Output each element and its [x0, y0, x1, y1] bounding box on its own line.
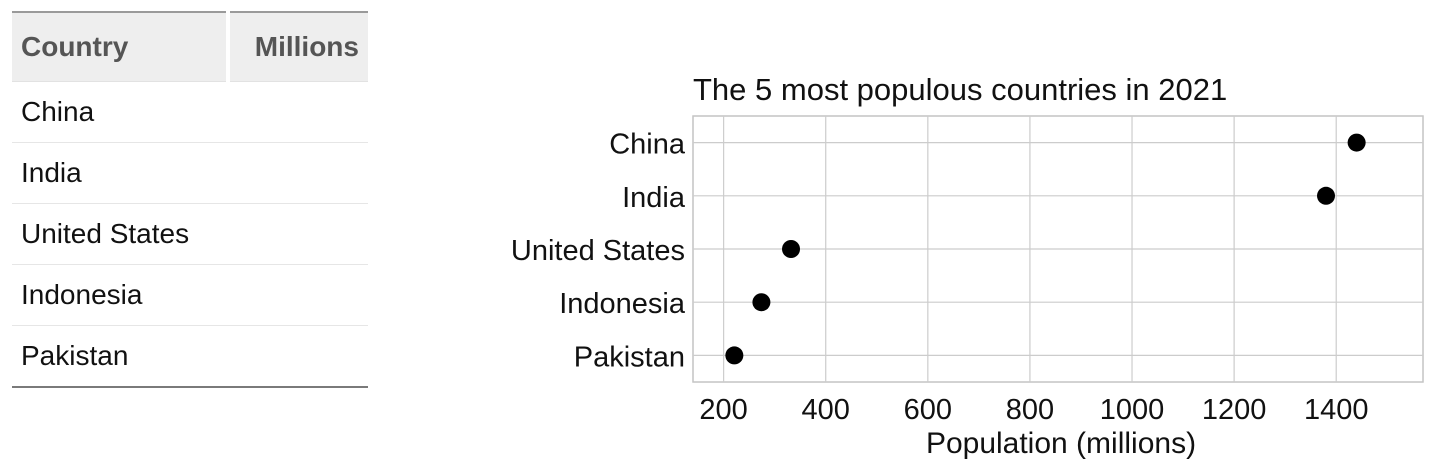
table-header-row: Country Millions	[12, 12, 368, 82]
x-tick-label-400: 400	[802, 394, 850, 426]
table-cell-millions	[228, 264, 368, 326]
y-tick-label-united-states: United States	[511, 235, 685, 267]
table-row: United States	[12, 203, 368, 265]
x-axis-tick-labels: 200 400 600 800 1000 1200 1400	[699, 394, 1368, 426]
y-tick-label-india: India	[622, 182, 686, 214]
table-row: China	[12, 81, 368, 143]
y-tick-label-indonesia: Indonesia	[559, 288, 686, 320]
data-point-china	[1347, 133, 1366, 152]
column-header-country: Country	[12, 12, 230, 82]
population-dot-chart: The 5 most populous countries in 2021 Ch…	[511, 72, 1424, 460]
grid-lines	[693, 116, 1423, 382]
table-row: Indonesia	[12, 264, 368, 326]
y-tick-label-china: China	[609, 129, 686, 161]
y-axis-tick-labels: China India United States Indonesia Pakistan	[511, 129, 686, 374]
y-tick-label-pakistan: Pakistan	[574, 341, 685, 373]
x-tick-label-1200: 1200	[1202, 394, 1267, 426]
table-cell-millions	[228, 81, 368, 143]
table-cell-country: Indonesia	[12, 264, 228, 326]
x-axis-title: Population (millions)	[926, 427, 1196, 460]
table-cell-country: United States	[12, 203, 228, 265]
chart-title: The 5 most populous countries in 2021	[693, 72, 1227, 107]
table-row: Pakistan	[12, 326, 368, 388]
table-cell-millions	[228, 203, 368, 265]
table-cell-country: India	[12, 142, 228, 204]
table-cell-millions	[228, 142, 368, 204]
table-row: India	[12, 142, 368, 204]
column-header-millions: Millions	[228, 12, 368, 82]
table-cell-country: Pakistan	[21, 340, 129, 371]
data-point-united-states	[782, 240, 801, 258]
table-cell-country: China	[12, 81, 228, 143]
x-tick-label-1400: 1400	[1304, 394, 1369, 426]
data-point-indonesia	[752, 293, 771, 312]
data-point-india	[1317, 186, 1336, 205]
population-table: Country Millions China India United Stat…	[12, 11, 368, 388]
data-point-pakistan	[725, 346, 744, 365]
table-cell-millions	[228, 326, 368, 388]
x-tick-label-800: 800	[1006, 394, 1054, 426]
x-tick-label-600: 600	[904, 394, 952, 426]
x-tick-label-1000: 1000	[1100, 394, 1165, 426]
data-points	[725, 133, 1366, 365]
x-tick-label-200: 200	[699, 394, 747, 426]
